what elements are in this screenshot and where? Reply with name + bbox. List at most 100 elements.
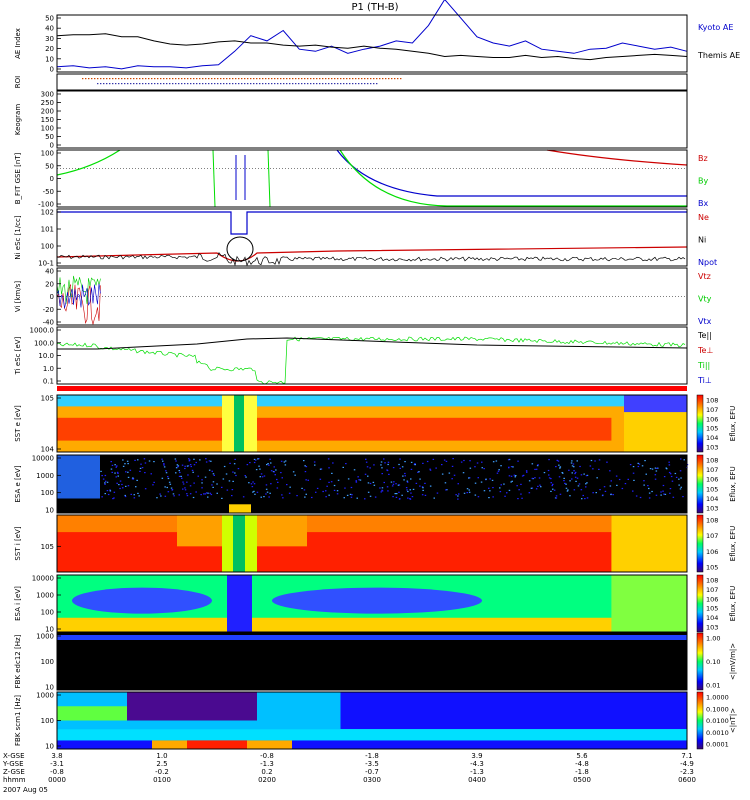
spectrogram-speck xyxy=(195,491,197,493)
spectrogram-speck xyxy=(386,486,389,488)
spectrogram-speck xyxy=(598,459,601,461)
colorbar-tick: 106 xyxy=(706,476,718,484)
spectrogram-speck xyxy=(303,460,305,462)
spectrogram-band xyxy=(611,575,687,632)
spectrogram-speck xyxy=(669,473,672,475)
roi-mark xyxy=(136,78,138,80)
y-tick-label: 100.0 xyxy=(34,339,54,347)
spectrogram-speck xyxy=(137,492,139,494)
spectrogram-speck xyxy=(112,498,114,500)
spectrogram-speck xyxy=(568,469,570,471)
spectrogram-speck xyxy=(114,472,116,474)
y-tick-label: 100 xyxy=(41,150,54,158)
spectrogram-speck xyxy=(550,482,552,484)
spectrogram-speck xyxy=(643,484,645,486)
spectrogram-speck xyxy=(130,493,132,495)
y-axis-label: B_FIT GSE [nT] xyxy=(14,152,22,204)
spectrogram-speck xyxy=(571,465,574,467)
spectrogram-speck xyxy=(252,481,254,483)
roi-mark xyxy=(304,83,306,85)
spectrogram-speck xyxy=(222,478,225,480)
roi-mark xyxy=(265,83,267,85)
spectrogram-speck xyxy=(639,496,642,499)
roi-mark xyxy=(196,83,198,85)
spectrogram-speck xyxy=(573,466,575,468)
roi-mark xyxy=(280,78,282,80)
spectrogram-speck xyxy=(556,459,558,461)
spectrogram-speck xyxy=(590,459,593,462)
roi-mark xyxy=(193,83,195,85)
x-tick-label: 0300 xyxy=(363,776,381,784)
spectrogram-speck xyxy=(122,465,125,467)
spectrogram-speck xyxy=(559,467,561,469)
roi-mark xyxy=(157,83,159,85)
legend-entry: Themis AE xyxy=(697,51,740,60)
spectrogram-speck xyxy=(577,485,580,487)
series-noise xyxy=(56,284,101,325)
spectrogram-speck xyxy=(421,494,424,496)
spectrogram-speck xyxy=(618,478,621,481)
roi-mark xyxy=(211,83,213,85)
spectrogram-speck xyxy=(469,460,471,462)
spectrogram-speck xyxy=(259,468,261,470)
spectrogram-speck xyxy=(648,487,650,490)
x-tick-label: 3.8 xyxy=(51,752,62,760)
y-tick-label: 10-1 xyxy=(38,260,54,268)
roi-mark xyxy=(163,78,165,80)
spectrogram-speck xyxy=(125,471,127,473)
colorbar-tick: 1.00 xyxy=(706,635,720,643)
colorbar-tick: 103 xyxy=(706,624,718,632)
colorbar xyxy=(696,691,704,750)
roi-mark xyxy=(337,83,339,85)
spectrogram-speck xyxy=(550,490,552,492)
roi-mark xyxy=(307,78,309,80)
roi-mark xyxy=(103,78,105,80)
legend-entry: Te⊥ xyxy=(697,346,713,355)
roi-mark xyxy=(388,78,390,80)
spectrogram-speck xyxy=(167,476,169,478)
spectrogram-speck xyxy=(193,458,195,460)
roi-mark xyxy=(139,78,141,80)
spectrogram-speck xyxy=(274,474,276,476)
y-tick-label: 100 xyxy=(41,125,54,133)
colorbar-tick: 105 xyxy=(706,564,718,572)
spectrogram-speck xyxy=(221,497,223,499)
roi-mark xyxy=(241,78,243,80)
x-row-label: Z-GSE xyxy=(3,768,25,776)
spectrogram-speck xyxy=(201,479,203,481)
spectrogram-speck xyxy=(134,459,136,461)
spectrogram-speck xyxy=(167,477,170,480)
spectrogram-speck xyxy=(583,473,585,475)
spectrogram-speck xyxy=(355,480,357,482)
series-line-te xyxy=(57,337,688,350)
spectrogram-speck xyxy=(179,471,181,474)
x-tick-label: 0200 xyxy=(258,776,276,784)
spectrogram-speck xyxy=(563,480,565,482)
spectrogram-speck xyxy=(468,491,471,493)
roi-mark xyxy=(124,83,126,85)
y-tick-label: 100 xyxy=(41,243,54,251)
spectrogram-speck xyxy=(457,495,459,497)
spectrogram-speck xyxy=(296,495,298,497)
spectrogram-speck xyxy=(190,465,192,468)
colorbar-label: Eflux, EFU xyxy=(729,586,737,621)
spectrogram-speck xyxy=(510,475,513,477)
spectrogram-speck xyxy=(316,487,319,489)
legend-entry: Bz xyxy=(698,154,708,163)
spectrogram-speck xyxy=(121,483,123,486)
colorbar-tick: 105 xyxy=(706,485,718,493)
spectrogram-speck xyxy=(137,459,139,461)
spectrogram-speck xyxy=(153,481,155,483)
spectrogram-speck xyxy=(191,469,194,471)
spectrogram-speck xyxy=(406,480,409,482)
colorbar-tick: 103 xyxy=(706,444,718,452)
spectrogram-speck xyxy=(125,485,127,487)
spectrogram-speck xyxy=(111,471,113,473)
spectrogram-speck xyxy=(336,490,339,492)
y-tick-label: -100 xyxy=(38,201,54,209)
spectrogram-speck xyxy=(114,464,116,466)
spectrogram-speck xyxy=(113,497,115,499)
spectrogram-speck xyxy=(571,478,573,480)
roi-mark xyxy=(151,78,153,80)
